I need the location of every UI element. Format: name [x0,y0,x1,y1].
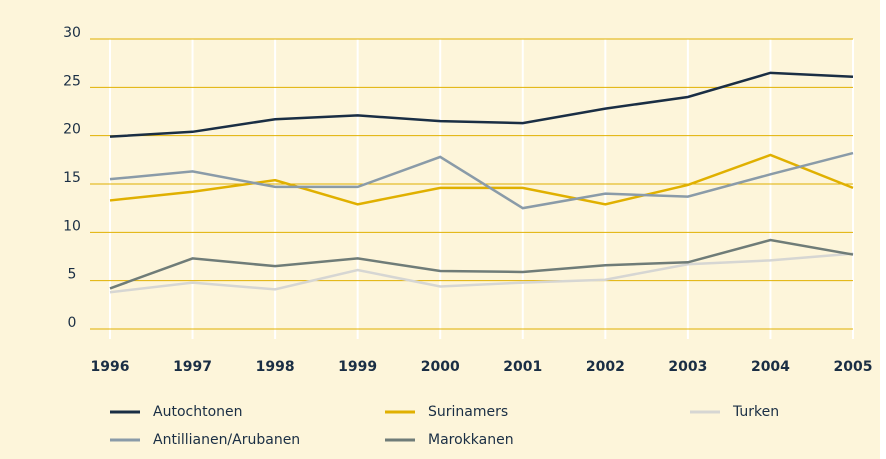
legend-label: Marokkanen [428,432,514,448]
y-tick-label: 20 [63,122,81,138]
x-tick-label: 1999 [338,359,377,375]
x-tick-label: 1996 [91,359,130,375]
series-line [109,153,854,206]
x-tick-label: 2003 [668,359,707,375]
series-line [109,71,854,138]
y-tick-label: 5 [68,267,77,283]
x-tick-label: 2005 [834,359,873,375]
x-tick-label: 1997 [173,359,212,375]
y-tick-label: 25 [63,73,81,89]
legend-label: Antillianen/Arubanen [153,432,300,448]
series-line [109,151,854,210]
y-tick-label: 10 [63,218,81,234]
x-tick-label: 2002 [586,359,625,375]
legend-label: Autochtonen [153,404,243,420]
y-tick-label: 15 [63,170,81,186]
y-tick-label: 0 [68,315,77,331]
legend-label: Turken [732,404,779,420]
legend-label: Surinamers [428,404,508,420]
x-tick-label: 2004 [751,359,790,375]
y-tick-label: 30 [63,25,81,41]
series-line [109,252,854,294]
x-tick-label: 2000 [421,359,460,375]
x-tick-label: 2001 [503,359,542,375]
x-tick-label: 1998 [256,359,295,375]
series-line [109,238,854,290]
